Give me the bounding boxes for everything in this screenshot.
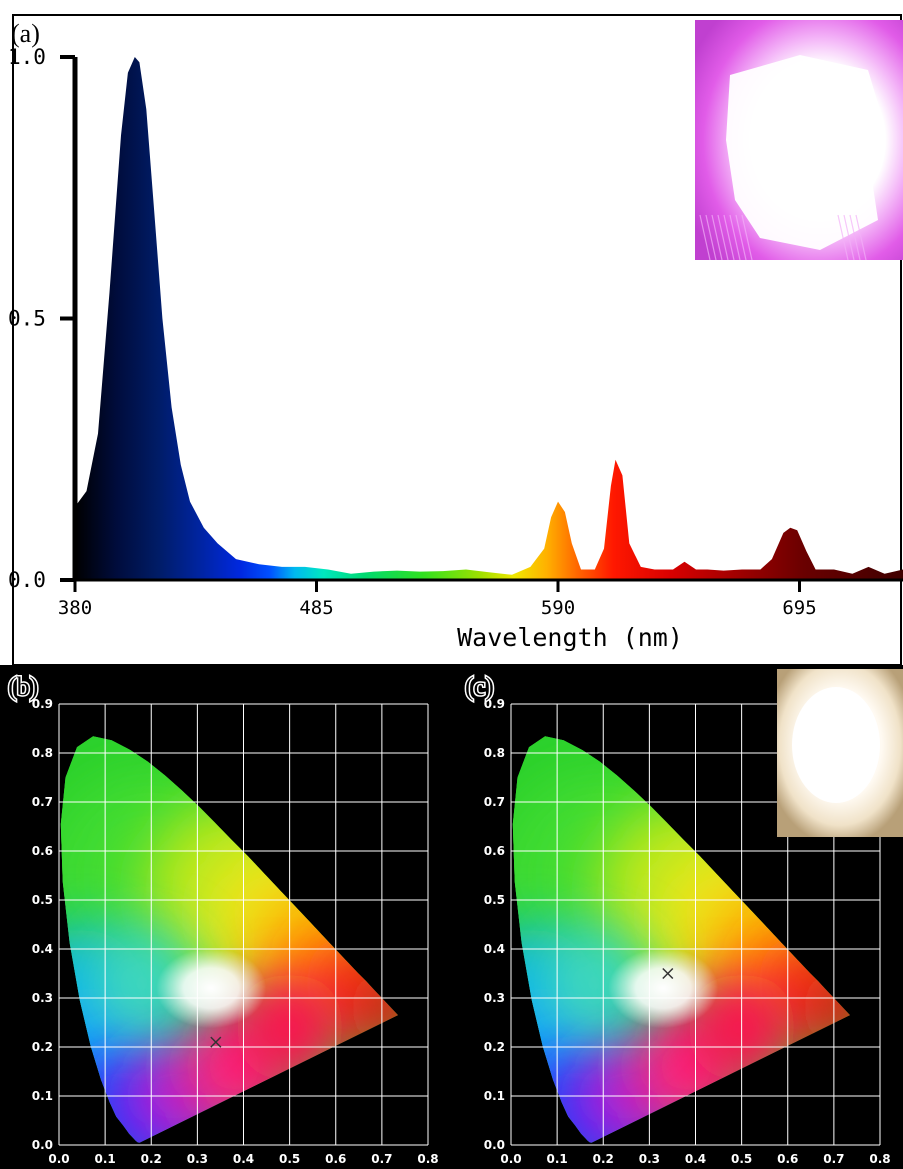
y-tick-label: 0.0 — [32, 1138, 53, 1152]
panel-a-label: (a) — [11, 19, 40, 48]
y-tick-label: 0.9 — [32, 697, 53, 711]
chromaticity-point — [662, 967, 674, 980]
cie-c-points — [662, 967, 674, 980]
spectrum-panel: (a) 0.0 0.5 1.0 380 485 590 695 Wavelength (n… — [8, 14, 903, 665]
x-tick-label: 0.7 — [823, 1152, 844, 1166]
y-tick-label: 0.1 — [484, 1089, 505, 1103]
cie-b-grid — [58, 703, 429, 1146]
y-tick-label: 0.6 — [32, 844, 53, 858]
x-tick-label: 0.4 — [685, 1152, 706, 1166]
y-tick-label: 0.8 — [32, 746, 53, 760]
cie-b-ticks: 0.0 0.1 0.2 0.3 0.4 0.5 0.6 0.7 0.8 0.9 0.0 0.1 0.2 0… — [32, 697, 439, 1166]
y-tick-label: 0.1 — [32, 1089, 53, 1103]
x-tick-label: 0.6 — [777, 1152, 798, 1166]
y-tick-label: 0.0 — [8, 568, 46, 592]
x-tick-label: 0.2 — [141, 1152, 162, 1166]
y-tick-label: 0.3 — [32, 991, 53, 1005]
x-tick-label: 695 — [782, 597, 816, 619]
x-tick-label: 0.0 — [48, 1152, 69, 1166]
y-tick-label: 0.4 — [32, 942, 53, 956]
cie-b-points — [210, 1036, 222, 1048]
y-tick-label: 0.3 — [484, 991, 505, 1005]
x-tick-label: 0.5 — [279, 1152, 300, 1166]
x-tick-label: 590 — [541, 597, 575, 619]
y-tick-label: 0.8 — [484, 746, 505, 760]
y-tick-label: 0.2 — [32, 1040, 53, 1054]
x-ticks: 380 485 590 695 — [58, 580, 817, 619]
spectrum-inset-photo — [695, 20, 903, 261]
x-tick-label: 0.8 — [417, 1152, 438, 1166]
x-tick-label: 0.8 — [869, 1152, 890, 1166]
y-tick-label: 0.7 — [484, 795, 505, 809]
x-tick-label: 0.1 — [546, 1152, 567, 1166]
cie-diagram-b: 0.0 0.1 0.2 0.3 0.4 0.5 0.6 0.7 0.8 0.9 0.0 0.1 0.2 0… — [32, 697, 439, 1166]
y-tick-label: 0.5 — [484, 893, 505, 907]
y-tick-label: 0.2 — [484, 1040, 505, 1054]
y-tick-label: 0.0 — [484, 1138, 505, 1152]
x-tick-label: 485 — [299, 597, 333, 619]
y-tick-label: 0.4 — [484, 942, 505, 956]
x-tick-label: 0.4 — [233, 1152, 254, 1166]
x-tick-label: 0.7 — [371, 1152, 392, 1166]
x-tick-label: 0.0 — [500, 1152, 521, 1166]
x-tick-label: 380 — [58, 597, 92, 619]
chromaticity-point — [210, 1036, 222, 1048]
y-tick-label: 1.0 — [8, 45, 46, 69]
x-axis-label: Wavelength (nm) — [457, 623, 683, 652]
x-tick-label: 0.5 — [731, 1152, 752, 1166]
cie-b-gamut — [60, 736, 399, 1143]
cie-panels: 0.0 0.1 0.2 0.3 0.4 0.5 0.6 0.7 0.8 0.9 0.0 0.1 0.2 0… — [0, 665, 903, 1169]
y-tick-label: 0.5 — [8, 307, 46, 331]
y-ticks: 0.0 0.5 1.0 — [8, 45, 75, 592]
x-tick-label: 0.3 — [187, 1152, 208, 1166]
x-tick-label: 0.3 — [639, 1152, 660, 1166]
cie-c-ticks: 0.0 0.1 0.2 0.3 0.4 0.5 0.6 0.7 0.8 0.9 0.0 0.1 0.2 0… — [484, 697, 891, 1166]
y-tick-label: 0.6 — [484, 844, 505, 858]
cie-diagram-c: 0.0 0.1 0.2 0.3 0.4 0.5 0.6 0.7 0.8 0.9 0.0 0.1 0.2 0… — [484, 669, 903, 1166]
x-tick-label: 0.2 — [593, 1152, 614, 1166]
spectrum-area — [75, 57, 903, 580]
x-tick-label: 0.1 — [94, 1152, 115, 1166]
panel-b-label: (b) — [8, 672, 38, 701]
y-tick-label: 0.5 — [32, 893, 53, 907]
y-tick-label: 0.9 — [484, 697, 505, 711]
panel-c-label: (c) — [465, 672, 494, 701]
cie-c-inset-photo — [777, 669, 903, 837]
y-tick-label: 0.7 — [32, 795, 53, 809]
x-tick-label: 0.6 — [325, 1152, 346, 1166]
